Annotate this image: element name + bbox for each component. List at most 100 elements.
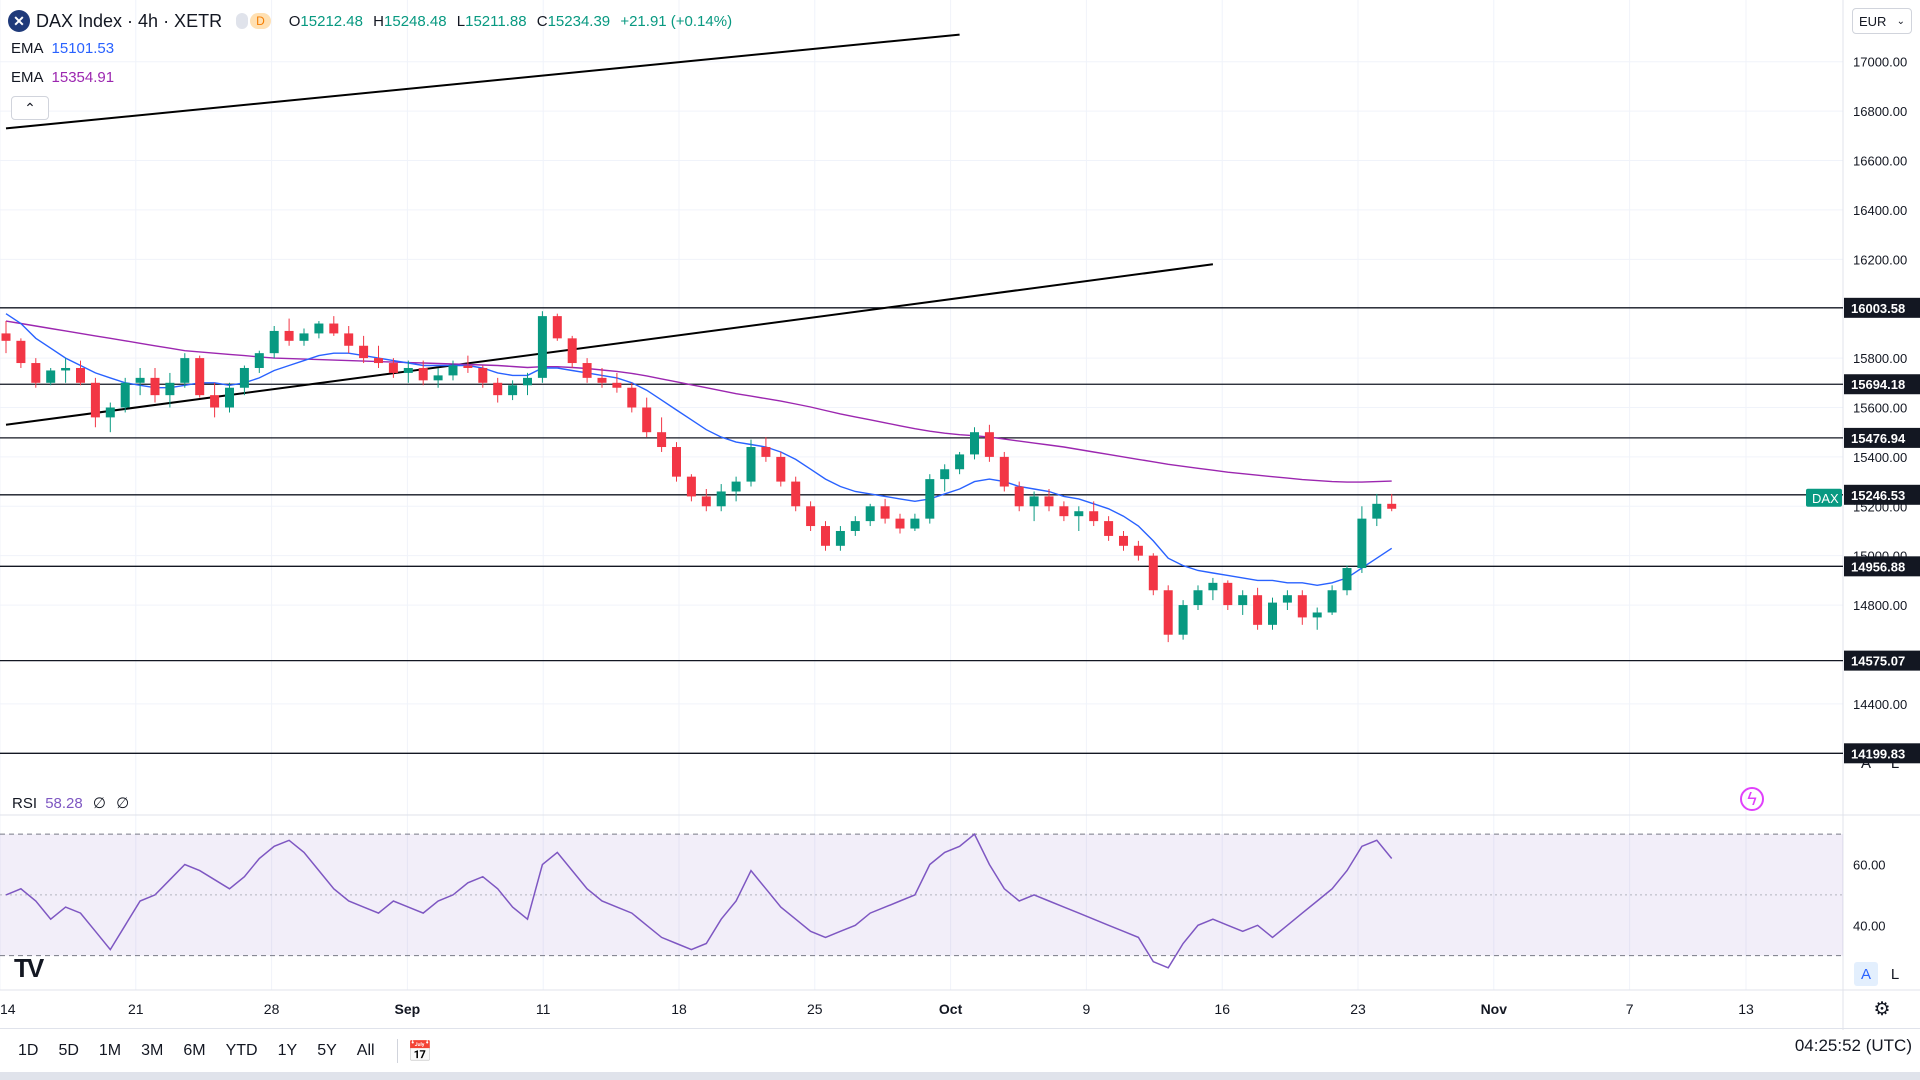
- trendline: [5, 33, 960, 130]
- candle-body: [329, 323, 339, 334]
- time-tick-label: 18: [671, 1001, 687, 1017]
- ema-slow-line: [5, 320, 1392, 483]
- x-close-icon[interactable]: ✕: [8, 10, 30, 32]
- change-value: +21.91 (+0.14%): [620, 12, 733, 30]
- candle-body: [359, 345, 369, 359]
- ema-slow-legend[interactable]: EMA 15354.91: [11, 69, 115, 86]
- price-tick-label: 16400.00: [1853, 203, 1907, 218]
- candle-body: [1193, 590, 1203, 606]
- price-tick-label: 15400.00: [1853, 450, 1907, 465]
- candle-body: [239, 367, 249, 388]
- range-3m-button[interactable]: 3M: [141, 1042, 164, 1059]
- candle-body: [716, 491, 726, 507]
- toolbar-divider: [396, 1039, 398, 1063]
- candle-body: [493, 382, 503, 396]
- rsi-tick-label: 60.00: [1853, 858, 1886, 873]
- candle-body: [731, 481, 741, 492]
- price-level-label: 15476.94: [1851, 431, 1906, 446]
- range-6m-button[interactable]: 6M: [183, 1042, 206, 1059]
- price-level-badge: [1844, 374, 1920, 395]
- range-5d-button[interactable]: 5D: [58, 1042, 79, 1059]
- candle-body: [180, 358, 190, 383]
- auto-scale-button[interactable]: A: [1860, 754, 1871, 772]
- candle-body: [1014, 486, 1024, 507]
- ohlc-values: O15212.48 H15248.48 L15211.88 C15234.39 …: [288, 12, 733, 30]
- candle-body: [835, 530, 845, 546]
- price-level-badge: [1844, 297, 1920, 318]
- candle-body: [1387, 503, 1397, 509]
- price-tick-label: 15600.00: [1853, 401, 1907, 416]
- gear-icon[interactable]: ⚙: [1873, 998, 1891, 1020]
- rsi-log-scale-button[interactable]: L: [1890, 965, 1900, 983]
- candle-body: [433, 375, 443, 381]
- utc-clock[interactable]: 04:25:52 (UTC): [1794, 1036, 1912, 1055]
- candle-body: [1253, 595, 1263, 625]
- close-value: 15234.39: [547, 12, 611, 30]
- price-tick-label: 17000.00: [1853, 55, 1907, 70]
- chevron-down-icon: ⌄: [1896, 15, 1905, 27]
- candle-body: [90, 382, 100, 418]
- candle-body: [284, 330, 294, 341]
- range-1m-button[interactable]: 1M: [98, 1042, 122, 1059]
- candle-body: [1044, 496, 1054, 507]
- price-level-badge: [1844, 427, 1920, 448]
- candle-body: [478, 367, 488, 383]
- symbol-title[interactable]: DAX Index · 4h · XETR: [36, 10, 223, 31]
- calendar-icon[interactable]: 📅: [407, 1040, 433, 1063]
- candle-body: [806, 506, 816, 527]
- candle-body: [344, 333, 354, 346]
- range-5y-button[interactable]: 5Y: [317, 1042, 337, 1059]
- trendlines[interactable]: [5, 33, 1214, 426]
- chevron-up-icon[interactable]: ⌃: [11, 96, 49, 120]
- candle-body: [1178, 605, 1188, 635]
- lightning-icon[interactable]: ϟ: [1740, 787, 1764, 811]
- candle-body: [269, 330, 279, 354]
- candle-body: [105, 407, 115, 418]
- candle-body: [1268, 602, 1277, 625]
- range-1d-button[interactable]: 1D: [18, 1042, 39, 1059]
- log-scale-button[interactable]: L: [1890, 754, 1900, 772]
- candle-body: [1133, 545, 1143, 556]
- rsi-auto-scale-button[interactable]: A: [1854, 962, 1878, 986]
- price-level-label: 14956.88: [1851, 559, 1905, 574]
- candle-body: [1104, 521, 1114, 536]
- range-all-button[interactable]: All: [356, 1042, 375, 1059]
- candle-body: [955, 454, 965, 470]
- candle-body: [537, 316, 547, 378]
- range-1y-button[interactable]: 1Y: [277, 1042, 298, 1059]
- currency-select[interactable]: EUR ⌄: [1852, 8, 1912, 34]
- candle-body: [1089, 511, 1099, 522]
- high-value: 15248.48: [384, 12, 447, 30]
- rsi-legend[interactable]: RSI 58.28 ∅ ∅: [8, 794, 134, 812]
- status-dot: [236, 13, 249, 29]
- price-level-label: 15246.53: [1851, 488, 1905, 503]
- market-status-badge[interactable]: D: [236, 13, 271, 29]
- candle-body: [850, 521, 860, 531]
- range-ytd-button[interactable]: YTD: [225, 1042, 258, 1059]
- range-toolbar: 1D 5D 1M 3M 6M YTD 1Y 5Y All 📅: [0, 1028, 1920, 1073]
- candle-body: [701, 496, 711, 507]
- candle-body: [582, 363, 592, 378]
- candle-body: [120, 382, 130, 408]
- tradingview-logo[interactable]: TV: [14, 953, 44, 983]
- price-tick-label: 15800.00: [1853, 351, 1907, 366]
- price-axis[interactable]: 17000.00 16800.00 16600.00 16400.00 16200.00…: [1806, 55, 1920, 934]
- candle-body: [388, 363, 398, 373]
- time-tick-label: 14: [0, 1001, 16, 1017]
- candle-body: [1208, 582, 1218, 591]
- candle-body: [135, 377, 145, 383]
- time-tick-label: 9: [1083, 1001, 1091, 1017]
- candle-body: [195, 358, 205, 396]
- ema-fast-legend[interactable]: EMA 15101.53: [11, 40, 115, 57]
- candle-body: [225, 387, 234, 408]
- candle-body: [508, 385, 518, 396]
- candle-body: [76, 367, 85, 383]
- candle-body: [642, 407, 652, 433]
- candle-body: [1119, 535, 1128, 546]
- candle-body: [254, 353, 264, 368]
- candle-body: [910, 518, 920, 529]
- time-axis[interactable]: 14 21 28 Sep 11 18 25 Oct 9 16 23 Nov 7 13: [0, 1001, 1754, 1017]
- candle-body: [61, 367, 71, 371]
- price-tick-label: 16600.00: [1853, 154, 1907, 169]
